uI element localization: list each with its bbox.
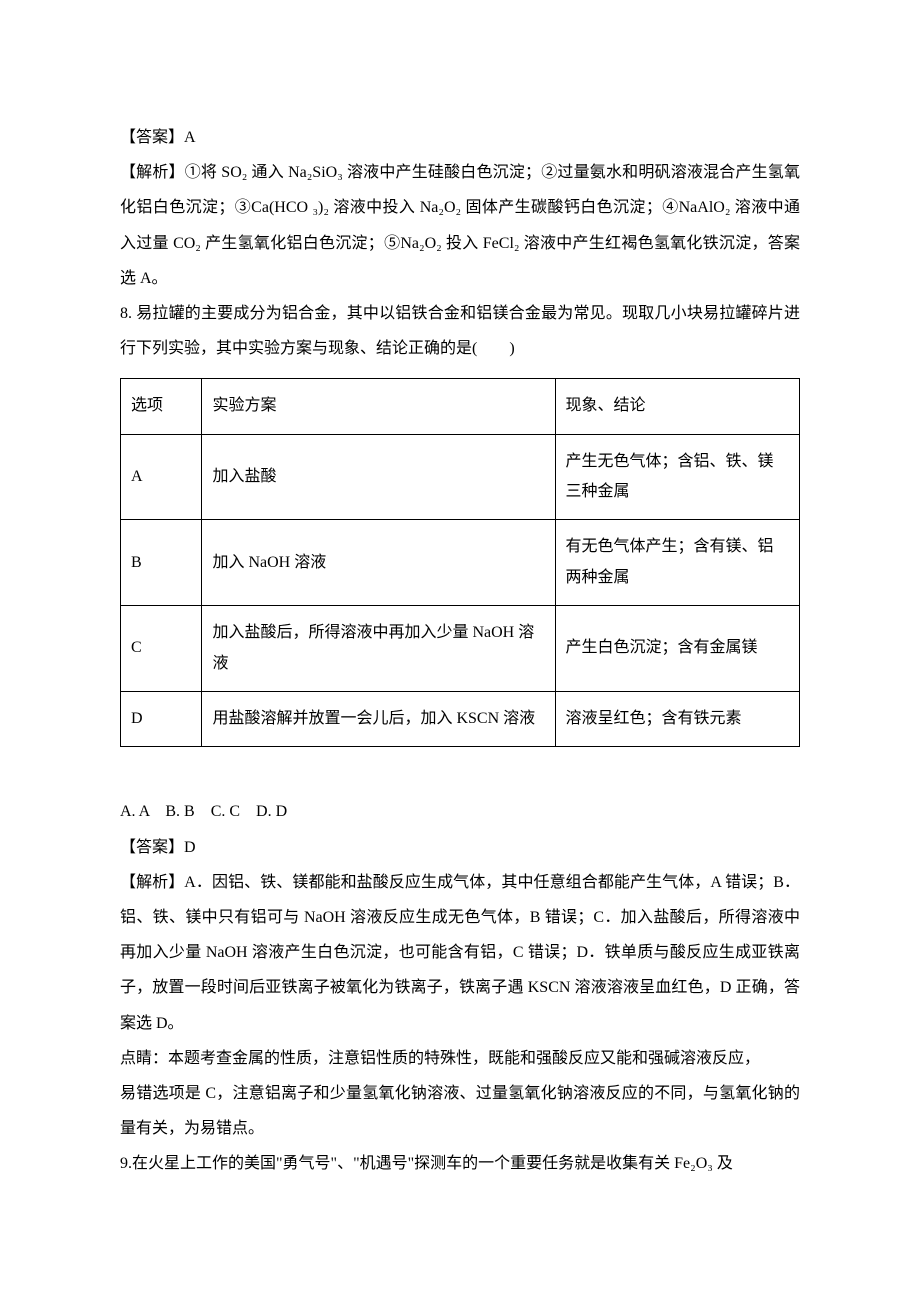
question-8-stem: 8. 易拉罐的主要成分为铝合金，其中以铝铁合金和铝镁合金最为常见。现取几小块易拉…	[120, 296, 800, 366]
answer-8-explain: 【解析】A．因铝、铁、镁都能和盐酸反应生成气体，其中任意组合都能产生气体，A 错…	[120, 865, 800, 1041]
table-row: A 加入盐酸 产生无色气体；含铝、铁、镁三种金属	[121, 434, 800, 520]
answer-8-dianjing-1: 点睛：本题考查金属的性质，注意铝性质的特殊性，既能和强酸反应又能和强碱溶液反应，	[120, 1041, 800, 1076]
spacer	[120, 759, 800, 794]
cell-plan: 加入盐酸后，所得溶液中再加入少量 NaOH 溶液	[202, 606, 555, 692]
cell-result: 产生无色气体；含铝、铁、镁三种金属	[555, 434, 799, 520]
table-row: D 用盐酸溶解并放置一会儿后，加入 KSCN 溶液 溶液呈红色；含有铁元素	[121, 692, 800, 747]
question-9-stem: 9.在火星上工作的美国"勇气号"、"机遇号"探测车的一个重要任务就是收集有关 F…	[120, 1146, 800, 1181]
answer-8-label: 【答案】D	[120, 830, 800, 865]
cell-plan: 加入 NaOH 溶液	[202, 520, 555, 606]
answer-7-explain: 【解析】①将 SO₂ 通入 Na₂SiO₃ 溶液中产生硅酸白色沉淀；②过量氨水和…	[120, 155, 800, 296]
table-header-row: 选项 实验方案 现象、结论	[121, 379, 800, 434]
header-plan: 实验方案	[202, 379, 555, 434]
table-row: C 加入盐酸后，所得溶液中再加入少量 NaOH 溶液 产生白色沉淀；含有金属镁	[121, 606, 800, 692]
cell-result: 产生白色沉淀；含有金属镁	[555, 606, 799, 692]
answer-8-dianjing-2: 易错选项是 C，注意铝离子和少量氢氧化钠溶液、过量氢氧化钠溶液反应的不同，与氢氧…	[120, 1076, 800, 1146]
cell-plan: 用盐酸溶解并放置一会儿后，加入 KSCN 溶液	[202, 692, 555, 747]
cell-option: A	[121, 434, 202, 520]
header-result: 现象、结论	[555, 379, 799, 434]
cell-option: C	[121, 606, 202, 692]
question-8-choices: A. A B. B C. C D. D	[120, 794, 800, 829]
cell-option: B	[121, 520, 202, 606]
cell-result: 有无色气体产生；含有镁、铝两种金属	[555, 520, 799, 606]
cell-result: 溶液呈红色；含有铁元素	[555, 692, 799, 747]
header-option: 选项	[121, 379, 202, 434]
answer-7-label: 【答案】A	[120, 120, 800, 155]
table-row: B 加入 NaOH 溶液 有无色气体产生；含有镁、铝两种金属	[121, 520, 800, 606]
question-8-table: 选项 实验方案 现象、结论 A 加入盐酸 产生无色气体；含铝、铁、镁三种金属 B…	[120, 378, 800, 747]
cell-option: D	[121, 692, 202, 747]
cell-plan: 加入盐酸	[202, 434, 555, 520]
